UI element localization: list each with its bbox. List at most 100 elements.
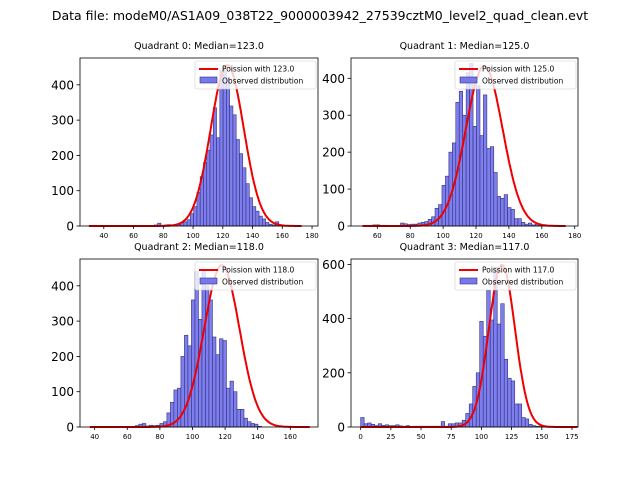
histogram-bar [222,340,227,428]
histogram-bar [193,206,198,227]
axes-frame [350,258,579,428]
legend-label-observed: Observed distribution [482,77,563,86]
y-tick-label: 200 [51,350,74,364]
legend-label-observed: Observed distribution [222,278,303,287]
histogram-bar [503,194,508,227]
legend-bar-swatch [459,277,478,285]
axes-frame [79,57,319,227]
histogram-bar [183,221,188,227]
x-tick-label: 120 [218,433,231,441]
histogram-bar [177,387,182,428]
y-tick-label: 300 [51,114,74,128]
histogram-bar [206,149,211,227]
histogram-bar [434,207,439,227]
legend-label-poisson: Poission with 123.0 [222,65,295,74]
histogram-bar [503,358,509,428]
x-tick-label: 60 [373,232,382,240]
histogram-bar [219,338,224,428]
histogram-bar [521,417,526,428]
histogram-bar [514,218,519,227]
histogram-bar [236,409,241,428]
y-tick-label: 200 [322,146,345,160]
histogram-bar [226,387,231,428]
y-tick-label: 0 [337,421,345,435]
histogram-bar [209,134,214,227]
histogram-bar [514,403,519,428]
legend-box [454,261,577,291]
histogram-bar [486,289,491,428]
histogram-bar [240,409,245,428]
histogram-bar [232,114,237,227]
histogram-bar [247,421,252,428]
x-tick-label: 160 [284,433,297,441]
histogram-bar [476,85,481,227]
histogram-bar [528,423,533,428]
histogram-bar [226,77,230,227]
legend-bar-swatch [199,277,218,285]
y-tick-label: 0 [337,220,345,234]
legend-box [194,60,317,90]
x-tick-label: 160 [535,232,548,240]
histogram-bar [493,172,498,227]
x-tick-label: 180 [568,232,581,240]
histogram-bar [184,334,189,428]
subplot-title: Quadrant 0: Median=123.0 [134,41,264,52]
subplot-title: Quadrant 3: Median=117.0 [400,242,530,253]
x-tick-label: 120 [216,232,229,240]
x-tick-label: 120 [469,232,482,240]
legend-box [194,261,317,291]
subplot-quadrant-3: Quadrant 3: Median=117.0 0 25 50 75 100 125 150… [322,242,579,441]
histogram-bar [233,391,238,428]
axes-frame [79,258,319,428]
histogram-bar [500,303,505,428]
histogram-bar [258,215,263,227]
histogram-bar [212,107,217,227]
histogram-bar [242,167,247,227]
histogram-bar [229,105,234,227]
histogram-bar [524,418,530,428]
subplot-title: Quadrant 2: Median=118.0 [134,242,264,253]
histogram-bar [248,197,253,227]
x-tick-label: 140 [251,433,264,441]
histogram-bar [500,198,505,227]
histogram-bar [265,222,270,227]
x-tick-label: 100 [186,232,199,240]
histogram-bar [203,162,208,227]
histogram-bar [212,336,217,428]
y-tick-label: 400 [322,72,345,86]
histogram-bar [360,417,365,428]
histogram-bar [507,207,512,227]
x-tick-label: 80 [159,232,168,240]
legend-label-poisson: Poission with 117.0 [482,266,555,275]
histogram-bar [198,319,203,428]
histogram-bar [490,146,495,227]
histogram-bar [479,135,484,227]
histogram-bar [496,323,502,428]
histogram-bar [229,380,234,428]
x-tick-label: 60 [123,433,132,441]
x-tick-label: 0 [358,433,362,441]
x-tick-label: 180 [305,232,318,240]
y-tick-label: 100 [322,183,345,197]
legend-label-observed: Observed distribution [222,77,303,86]
legend-bar-swatch [459,76,478,84]
histogram-bar [245,183,250,227]
histogram-bar [215,354,220,428]
x-tick-label: 100 [436,232,449,240]
histogram-bar [472,126,477,227]
histogram-bar [239,153,244,227]
histogram-bar [441,185,446,227]
x-tick-label: 50 [417,433,426,441]
x-tick-label: 150 [535,433,548,441]
legend-label-poisson: Poission with 118.0 [222,266,295,275]
y-tick-label: 400 [51,279,74,293]
x-tick-label: 140 [246,232,259,240]
histogram-bar [510,380,516,428]
legend-label-observed: Observed distribution [482,278,563,287]
x-tick-label: 140 [502,232,515,240]
histogram-bar [517,218,522,227]
legend-bar-swatch [199,76,218,84]
y-tick-label: 400 [322,312,345,326]
y-tick-label: 600 [322,258,345,272]
x-tick-label: 100 [475,433,488,441]
